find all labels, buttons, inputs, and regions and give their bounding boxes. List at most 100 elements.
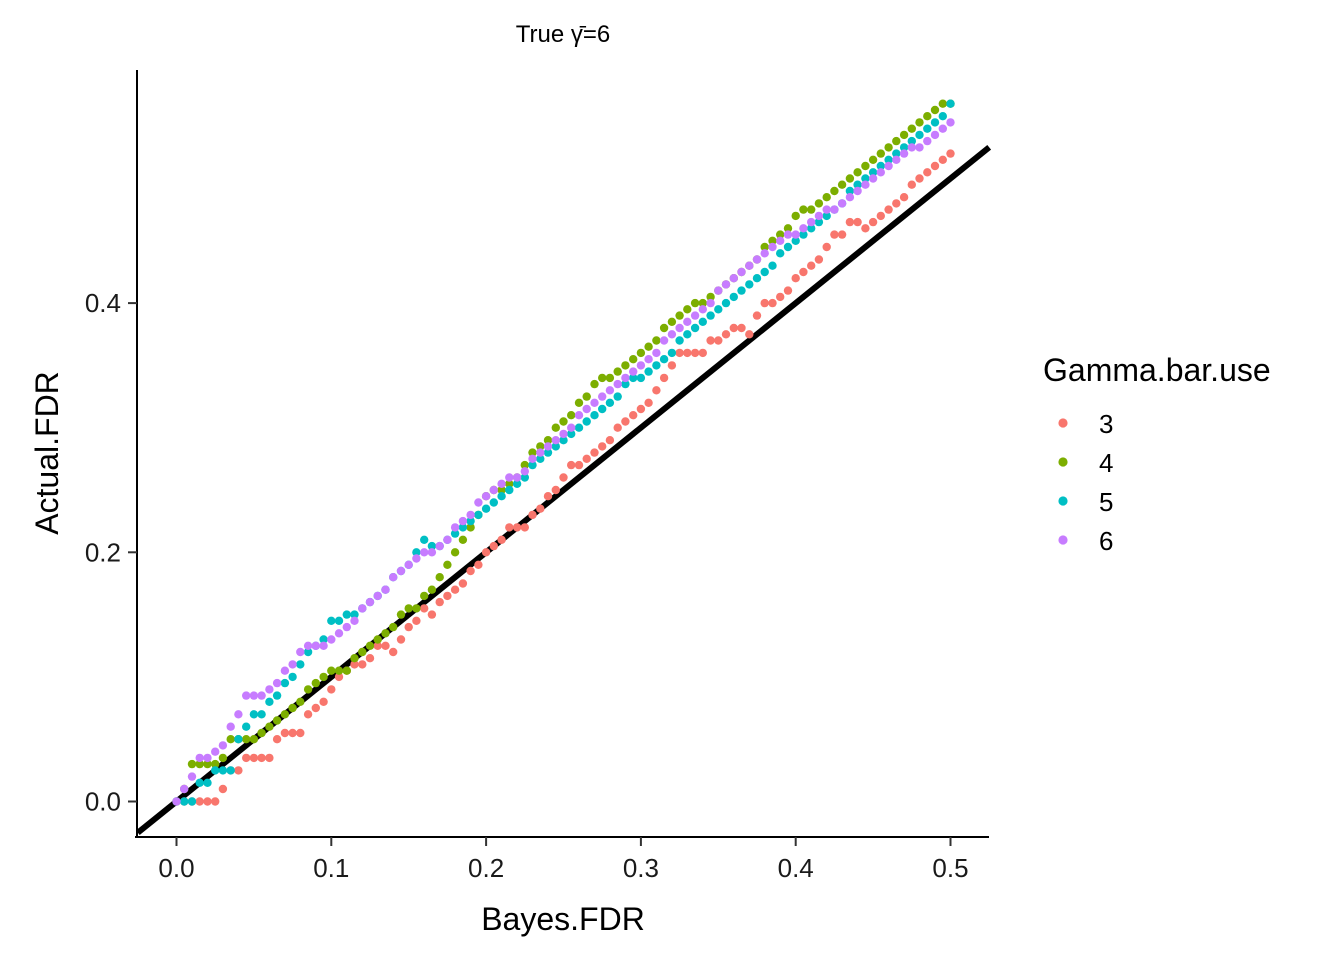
data-point <box>807 205 816 214</box>
data-point <box>458 516 468 526</box>
data-point <box>358 647 367 657</box>
data-point <box>814 211 824 221</box>
data-point <box>350 654 359 663</box>
data-point <box>272 678 282 688</box>
data-point <box>814 199 824 208</box>
data-point <box>466 516 475 526</box>
data-point <box>791 236 800 245</box>
data-point <box>752 311 762 320</box>
data-point <box>760 242 769 252</box>
data-point <box>327 666 336 675</box>
data-point <box>358 660 367 669</box>
data-point <box>420 591 429 601</box>
data-point <box>567 460 576 470</box>
data-point <box>853 168 862 177</box>
data-point <box>915 118 924 127</box>
data-point <box>280 710 290 719</box>
data-point <box>373 641 382 650</box>
data-point <box>868 174 878 183</box>
data-point <box>745 330 754 339</box>
data-point <box>636 373 646 383</box>
data-point <box>481 504 491 513</box>
legend-label: 3 <box>1099 409 1113 439</box>
data-point <box>195 797 204 806</box>
data-point <box>861 224 870 233</box>
x-axis-title: Bayes.FDR <box>481 901 645 937</box>
data-point <box>450 523 460 532</box>
data-point <box>350 616 359 625</box>
data-point <box>930 130 940 140</box>
data-point <box>435 541 444 551</box>
data-point <box>242 691 251 700</box>
data-point <box>729 274 738 283</box>
data-point <box>837 230 847 239</box>
data-point <box>172 797 181 806</box>
data-point <box>512 479 522 488</box>
data-point <box>296 697 305 706</box>
data-point <box>288 672 297 682</box>
data-point <box>381 629 390 638</box>
data-point <box>536 454 545 463</box>
data-point <box>458 579 468 588</box>
data-point <box>474 498 483 507</box>
data-point <box>574 460 584 470</box>
data-point <box>714 305 723 314</box>
data-point <box>536 442 545 451</box>
data-point <box>458 535 468 544</box>
data-point <box>489 541 498 551</box>
data-point <box>946 99 955 108</box>
data-point <box>466 523 475 532</box>
data-point <box>737 267 746 277</box>
x-tick-label: 0.3 <box>623 853 659 883</box>
data-point <box>837 199 847 208</box>
data-point <box>528 460 537 470</box>
data-point <box>404 604 413 613</box>
data-point <box>497 535 506 544</box>
data-point <box>272 735 282 744</box>
data-point <box>698 298 707 308</box>
y-tick-label: 0.2 <box>85 537 121 567</box>
data-point <box>776 249 785 258</box>
data-point <box>180 797 189 806</box>
data-point <box>768 261 777 270</box>
data-point <box>845 193 855 202</box>
data-point <box>450 585 460 594</box>
data-point <box>435 597 444 607</box>
data-point <box>868 168 878 177</box>
data-point <box>497 485 506 495</box>
data-point <box>497 492 506 501</box>
data-point <box>427 585 437 594</box>
data-point <box>280 728 290 738</box>
data-point <box>365 597 375 607</box>
data-point <box>659 323 669 333</box>
data-point <box>381 585 390 594</box>
data-point <box>830 205 839 214</box>
data-point <box>466 566 475 576</box>
data-point <box>334 672 344 682</box>
data-point <box>714 336 723 345</box>
data-point <box>528 510 537 520</box>
data-point <box>574 411 584 420</box>
data-point <box>675 348 684 358</box>
x-tick-label: 0.5 <box>932 853 968 883</box>
identity-reference-line <box>135 145 992 835</box>
data-point <box>659 336 669 345</box>
data-point <box>559 429 568 439</box>
data-point <box>853 180 862 189</box>
data-point <box>938 112 947 121</box>
data-point <box>930 105 940 115</box>
data-point <box>876 161 885 171</box>
data-point <box>319 641 328 650</box>
x-tick-label: 0.0 <box>158 853 194 883</box>
data-point <box>644 367 653 376</box>
data-point <box>559 417 568 426</box>
x-axis-ticks: 0.0 0.1 0.2 0.3 0.4 0.5 <box>158 837 969 883</box>
data-point <box>830 186 839 196</box>
data-point <box>396 566 406 576</box>
points-layer <box>172 99 955 806</box>
data-point <box>783 224 793 233</box>
data-point <box>652 348 661 358</box>
data-point <box>644 342 653 351</box>
data-point <box>683 305 692 314</box>
data-point <box>543 448 553 457</box>
